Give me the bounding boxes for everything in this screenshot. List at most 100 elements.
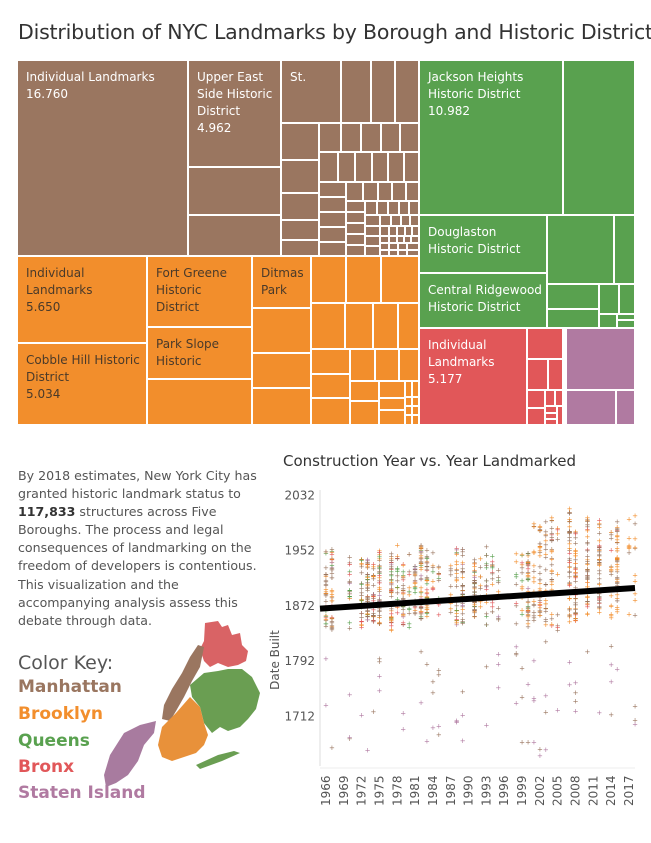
treemap-cell-manhattan[interactable] — [413, 227, 420, 237]
treemap-cell-brooklyn[interactable] — [380, 399, 406, 411]
treemap-cell-brooklyn[interactable] — [148, 380, 253, 426]
treemap-cell-bronx[interactable] — [528, 409, 546, 426]
treemap-cell-manhattan[interactable] — [282, 161, 320, 194]
treemap-cell-manhattan[interactable] — [381, 216, 392, 227]
treemap-cell-brooklyn[interactable] — [374, 304, 399, 350]
treemap-cell-manhattan[interactable] — [366, 202, 378, 216]
treemap-cell-manhattan[interactable] — [400, 202, 410, 216]
treemap-cell-brooklyn[interactable] — [400, 350, 420, 382]
treemap-cell-manhattan[interactable] — [381, 237, 390, 244]
treemap-cell-manhattan[interactable] — [320, 124, 342, 153]
treemap-cell-manhattan[interactable] — [189, 168, 282, 216]
treemap-cell-manhattan[interactable] — [320, 213, 347, 228]
treemap-cell-manhattan[interactable] — [390, 251, 399, 257]
treemap-cell-manhattan[interactable] — [399, 251, 408, 257]
treemap-cell-manhattan[interactable] — [366, 237, 381, 247]
treemap-cell-manhattan[interactable] — [347, 246, 366, 257]
treemap-cell-brooklyn[interactable] — [351, 402, 380, 426]
treemap-cell-brooklyn[interactable] — [376, 350, 400, 382]
treemap-cell-queens[interactable] — [615, 216, 636, 285]
treemap-cell-bronx[interactable] — [528, 360, 549, 391]
treemap-cell-brooklyn[interactable] — [413, 407, 420, 416]
treemap-cell-staten-island[interactable] — [617, 391, 636, 426]
treemap-cell-bronx[interactable]: Individual Landmarks 5.177 — [420, 329, 528, 426]
treemap-cell-brooklyn[interactable] — [312, 350, 351, 375]
treemap-cell-manhattan[interactable] — [389, 202, 400, 216]
treemap-cell-brooklyn[interactable] — [413, 416, 420, 426]
treemap-cell-manhattan[interactable] — [412, 237, 420, 244]
treemap-cell-bronx[interactable] — [556, 391, 564, 407]
treemap-cell-brooklyn[interactable] — [399, 304, 420, 350]
treemap-cell-brooklyn[interactable] — [406, 416, 413, 426]
treemap-cell-queens[interactable] — [548, 216, 615, 285]
treemap-cell-manhattan[interactable] — [396, 61, 420, 124]
treemap-cell-brooklyn[interactable] — [413, 382, 420, 398]
treemap-cell-manhattan[interactable] — [282, 124, 320, 161]
treemap-cell-manhattan[interactable] — [408, 244, 420, 251]
treemap-cell-bronx[interactable] — [546, 391, 556, 407]
treemap-cell-manhattan[interactable] — [390, 227, 398, 237]
treemap-cell-manhattan[interactable] — [347, 202, 366, 213]
treemap-cell-manhattan[interactable] — [405, 237, 412, 244]
treemap-cell-manhattan[interactable] — [342, 124, 362, 153]
treemap-cell-manhattan[interactable] — [366, 227, 381, 237]
treemap-cell-manhattan[interactable] — [393, 183, 407, 202]
treemap-cell-queens[interactable] — [600, 315, 618, 329]
treemap-cell-brooklyn[interactable] — [253, 389, 312, 426]
treemap-cell-brooklyn[interactable] — [380, 382, 406, 399]
treemap-cell-bronx[interactable] — [549, 360, 564, 391]
treemap-cell-manhattan[interactable] — [401, 124, 420, 153]
treemap-cell-manhattan[interactable] — [364, 183, 379, 202]
treemap-cell-manhattan[interactable] — [399, 244, 408, 251]
treemap-cell-brooklyn[interactable] — [312, 257, 347, 304]
treemap-cell-manhattan[interactable] — [362, 124, 382, 153]
treemap-cell-manhattan[interactable] — [320, 243, 347, 257]
treemap-cell-manhattan[interactable] — [320, 183, 347, 198]
treemap-cell-manhattan[interactable] — [282, 221, 320, 241]
treemap-cell-brooklyn[interactable]: Individual Landmarks 5.650 — [18, 257, 148, 344]
treemap-cell-queens[interactable]: Douglaston Historic District — [420, 216, 548, 274]
treemap-cell-manhattan[interactable] — [389, 153, 405, 183]
treemap-cell-manhattan[interactable] — [382, 124, 401, 153]
treemap-cell-manhattan[interactable] — [347, 235, 366, 246]
treemap-cell-manhattan[interactable] — [402, 216, 411, 227]
treemap-cell-manhattan[interactable] — [390, 244, 399, 251]
treemap-cell-manhattan[interactable] — [398, 227, 406, 237]
treemap-cell-manhattan[interactable] — [320, 228, 347, 243]
treemap-cell-brooklyn[interactable] — [253, 309, 312, 354]
treemap-cell-manhattan[interactable] — [373, 153, 389, 183]
treemap-cell-manhattan[interactable] — [390, 237, 398, 244]
treemap-cell-manhattan[interactable] — [347, 183, 364, 202]
treemap-cell-brooklyn[interactable] — [312, 375, 351, 399]
treemap-cell-manhattan[interactable] — [410, 202, 420, 216]
treemap-cell-brooklyn[interactable] — [382, 257, 420, 304]
treemap-cell-queens[interactable] — [548, 310, 600, 329]
treemap-cell-brooklyn[interactable] — [406, 407, 413, 416]
treemap-cell-manhattan[interactable] — [392, 216, 402, 227]
treemap-cell-queens[interactable]: Jackson Heights Historic District 10.982 — [420, 61, 564, 216]
treemap-cell-queens[interactable] — [618, 315, 636, 321]
treemap-cell-manhattan[interactable] — [408, 251, 420, 257]
treemap-cell-brooklyn[interactable] — [312, 399, 351, 426]
treemap-cell-manhattan[interactable]: Individual Landmarks 16.760 — [18, 61, 189, 257]
treemap-cell-brooklyn[interactable]: Fort Greene Historic District — [148, 257, 253, 328]
treemap-cell-staten-island[interactable] — [567, 391, 617, 426]
treemap-cell-queens[interactable] — [600, 285, 620, 315]
treemap-cell-queens[interactable]: Central Ridgewood Historic District — [420, 274, 548, 329]
treemap-cell-staten-island[interactable] — [567, 329, 636, 391]
treemap-cell-bronx[interactable] — [546, 407, 558, 414]
treemap-cell-manhattan[interactable] — [406, 227, 413, 237]
treemap-cell-manhattan[interactable] — [347, 224, 366, 235]
treemap-cell-manhattan[interactable] — [407, 183, 420, 202]
treemap-cell-brooklyn[interactable] — [406, 398, 413, 407]
treemap-cell-brooklyn[interactable]: Park Slope Historic — [148, 328, 253, 380]
treemap-cell-queens[interactable] — [548, 285, 600, 310]
treemap-cell-manhattan[interactable] — [356, 153, 373, 183]
treemap-cell-manhattan[interactable] — [381, 227, 390, 237]
treemap-cell-manhattan[interactable] — [381, 244, 390, 251]
treemap-cell-manhattan[interactable] — [366, 247, 381, 257]
treemap-cell-manhattan[interactable] — [405, 153, 420, 183]
treemap-cell-brooklyn[interactable] — [351, 382, 380, 402]
treemap-cell-manhattan[interactable] — [282, 194, 320, 221]
treemap-cell-manhattan[interactable]: St. — [282, 61, 342, 124]
